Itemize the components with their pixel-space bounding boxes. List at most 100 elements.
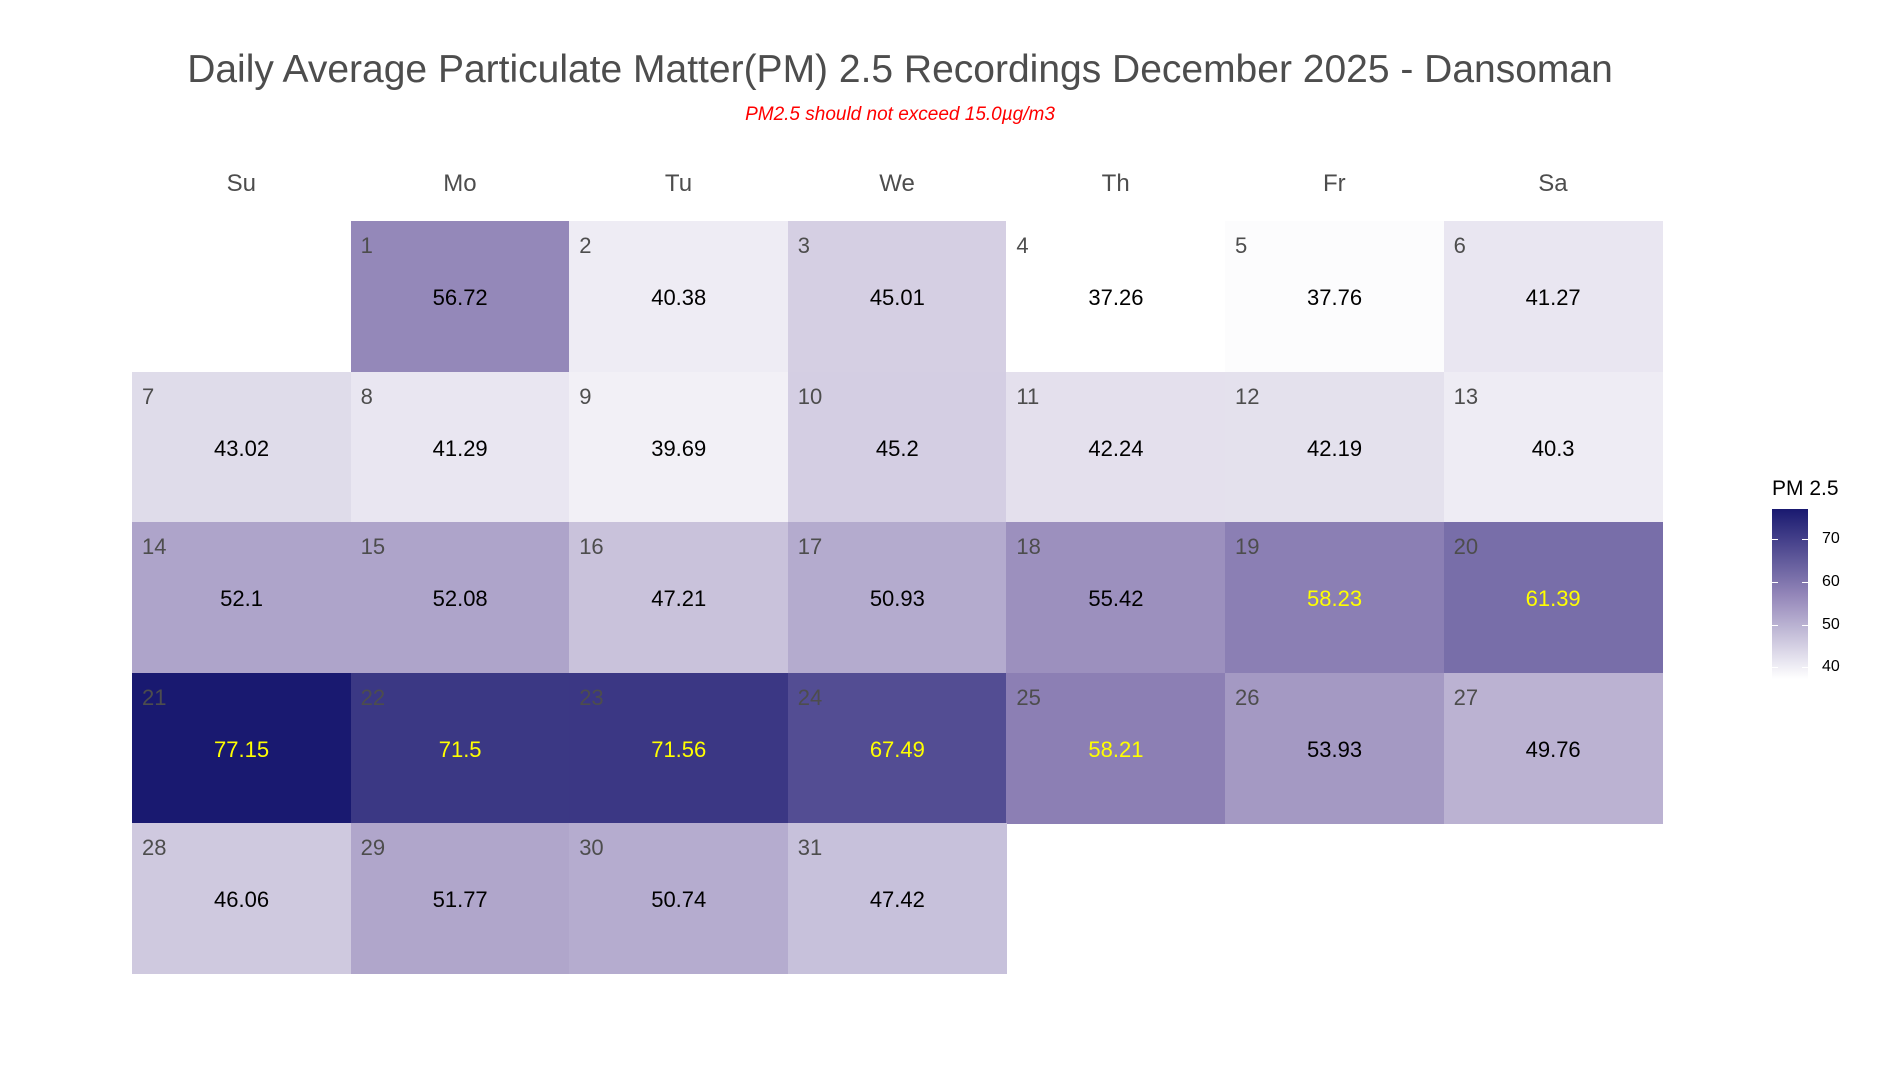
day-cell: 14 52.1 [132, 522, 352, 673]
legend-tick-mark [1802, 539, 1808, 541]
day-value-label: 50.74 [651, 887, 707, 912]
weekday-label: Sa [1538, 170, 1568, 197]
weekday-label: Th [1101, 170, 1130, 197]
day-cell: 25 58.21 [1006, 672, 1226, 824]
day-cell: 29 51.77 [350, 823, 570, 974]
legend-tick-label: 50 [1822, 615, 1840, 633]
legend-tick-mark [1772, 539, 1778, 541]
day-number: 7 [142, 383, 155, 409]
day-value-label: 52.1 [220, 586, 263, 611]
day-number: 3 [797, 233, 811, 258]
day-value-label: 42.19 [1307, 435, 1363, 461]
day-number: 10 [797, 383, 823, 409]
weekday-label: Su [226, 170, 256, 197]
weekday-label: Tu [664, 170, 693, 197]
day-cell: 13 40.3 [1443, 371, 1663, 523]
day-cell: 11 42.24 [1006, 371, 1226, 523]
day-number: 5 [1235, 233, 1248, 258]
day-cell: 28 46.06 [132, 823, 352, 974]
day-cell: 30 50.74 [569, 823, 789, 974]
day-number: 28 [142, 835, 167, 860]
legend-tick-mark [1772, 667, 1778, 669]
day-number: 25 [1016, 684, 1041, 710]
day-number: 23 [579, 684, 604, 710]
day-value-label: 37.26 [1088, 285, 1144, 310]
day-value-label: 41.29 [432, 435, 488, 461]
chart-title: Daily Average Particulate Matter(PM) 2.5… [187, 48, 1613, 91]
day-cell: 20 61.39 [1443, 522, 1663, 673]
legend-colorbar [1772, 509, 1808, 679]
day-number: 12 [1235, 383, 1260, 409]
day-value-label: 58.23 [1307, 586, 1363, 611]
day-number: 17 [797, 534, 823, 559]
day-value-label: 56.72 [432, 285, 488, 310]
day-cell: 17 50.93 [787, 522, 1007, 673]
legend-tick-mark [1802, 667, 1808, 669]
day-cell: 7 43.02 [132, 371, 352, 523]
day-value-label: 67.49 [869, 736, 925, 762]
day-cell: 8 41.29 [350, 371, 570, 523]
day-cell: 18 55.42 [1006, 522, 1226, 673]
day-number: 16 [579, 534, 604, 559]
day-cell: 15 52.08 [350, 522, 570, 673]
day-number: 27 [1453, 684, 1479, 710]
day-cell: 5 37.76 [1225, 221, 1445, 372]
weekday-label: We [879, 170, 915, 197]
day-cell: 10 45.2 [787, 371, 1007, 523]
day-value-label: 45.2 [875, 435, 919, 461]
day-value-label: 71.5 [438, 736, 482, 762]
day-number: 6 [1453, 233, 1466, 258]
day-cell: 2 40.38 [569, 221, 789, 372]
day-number: 9 [579, 383, 592, 409]
day-value-label: 77.15 [214, 736, 270, 762]
day-value-label: 42.24 [1088, 435, 1144, 461]
day-cell: 23 71.56 [569, 672, 789, 824]
day-number: 26 [1235, 684, 1260, 710]
day-number: 21 [142, 684, 167, 710]
day-number: 4 [1016, 233, 1029, 258]
day-cell: 1 56.72 [350, 221, 570, 372]
day-cell: 24 67.49 [787, 672, 1007, 824]
day-number: 8 [360, 383, 373, 409]
day-value-label: 39.69 [651, 435, 707, 461]
day-value-label: 52.08 [432, 586, 488, 611]
day-value-label: 40.3 [1531, 435, 1575, 461]
day-cell: 16 47.21 [569, 522, 789, 673]
day-cell: 3 45.01 [787, 221, 1007, 372]
day-cell: 22 71.5 [350, 672, 570, 824]
day-number: 29 [360, 835, 386, 860]
day-number: 31 [797, 835, 823, 860]
legend-tick-mark [1772, 582, 1778, 584]
day-value-label: 43.02 [214, 435, 270, 461]
legend-tick-label: 70 [1822, 530, 1840, 548]
weekday-label: Mo [443, 170, 477, 197]
legend-tick-mark [1772, 624, 1778, 626]
day-number: 20 [1453, 534, 1479, 559]
weekday-label: Fr [1322, 170, 1346, 197]
legend-tick-mark [1802, 624, 1808, 626]
day-cell: 12 42.19 [1225, 371, 1445, 523]
day-value-label: 49.76 [1525, 736, 1581, 762]
day-number: 18 [1016, 534, 1041, 559]
day-number: 30 [579, 835, 604, 860]
day-cell: 27 49.76 [1443, 672, 1663, 824]
day-cell: 6 41.27 [1443, 221, 1663, 372]
day-value-label: 47.42 [869, 887, 925, 912]
day-cell: 26 53.93 [1225, 672, 1445, 824]
day-number: 2 [579, 233, 592, 258]
day-value-label: 71.56 [651, 736, 707, 762]
day-value-label: 47.21 [651, 586, 707, 611]
day-number: 15 [360, 534, 386, 559]
legend-tick-mark [1802, 582, 1808, 584]
legend-title: PM 2.5 [1772, 477, 1839, 500]
day-number: 11 [1016, 383, 1040, 409]
day-number: 13 [1453, 383, 1479, 409]
day-value-label: 45.01 [869, 285, 925, 310]
chart-subtitle: PM2.5 should not exceed 15.0µg/m3 [745, 104, 1055, 125]
day-value-label: 51.77 [432, 887, 488, 912]
day-cell: 31 47.42 [787, 823, 1007, 974]
day-number: 19 [1235, 534, 1260, 559]
day-cell: 4 37.26 [1006, 221, 1226, 372]
day-cell: 19 58.23 [1225, 522, 1445, 673]
